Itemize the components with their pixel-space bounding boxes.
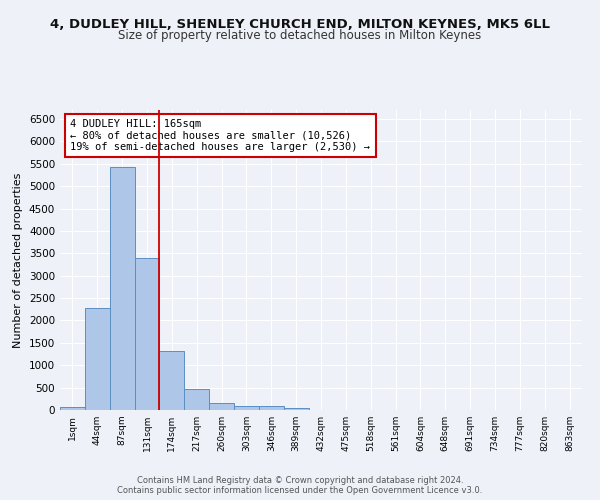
Text: Contains HM Land Registry data © Crown copyright and database right 2024.: Contains HM Land Registry data © Crown c… [137,476,463,485]
Text: 4, DUDLEY HILL, SHENLEY CHURCH END, MILTON KEYNES, MK5 6LL: 4, DUDLEY HILL, SHENLEY CHURCH END, MILT… [50,18,550,30]
Bar [110,168,134,410]
Text: 4 DUDLEY HILL: 165sqm
← 80% of detached houses are smaller (10,526)
19% of semi-: 4 DUDLEY HILL: 165sqm ← 80% of detached … [70,119,370,152]
Text: Size of property relative to detached houses in Milton Keynes: Size of property relative to detached ho… [118,29,482,42]
Bar [259,406,284,410]
Bar [60,406,85,410]
Bar [85,308,110,410]
Y-axis label: Number of detached properties: Number of detached properties [13,172,23,348]
Bar [134,258,160,410]
Bar [209,402,234,410]
Bar [184,388,209,410]
Bar [234,406,259,410]
Text: Contains public sector information licensed under the Open Government Licence v3: Contains public sector information licen… [118,486,482,495]
Bar [160,352,184,410]
Bar [284,408,308,410]
